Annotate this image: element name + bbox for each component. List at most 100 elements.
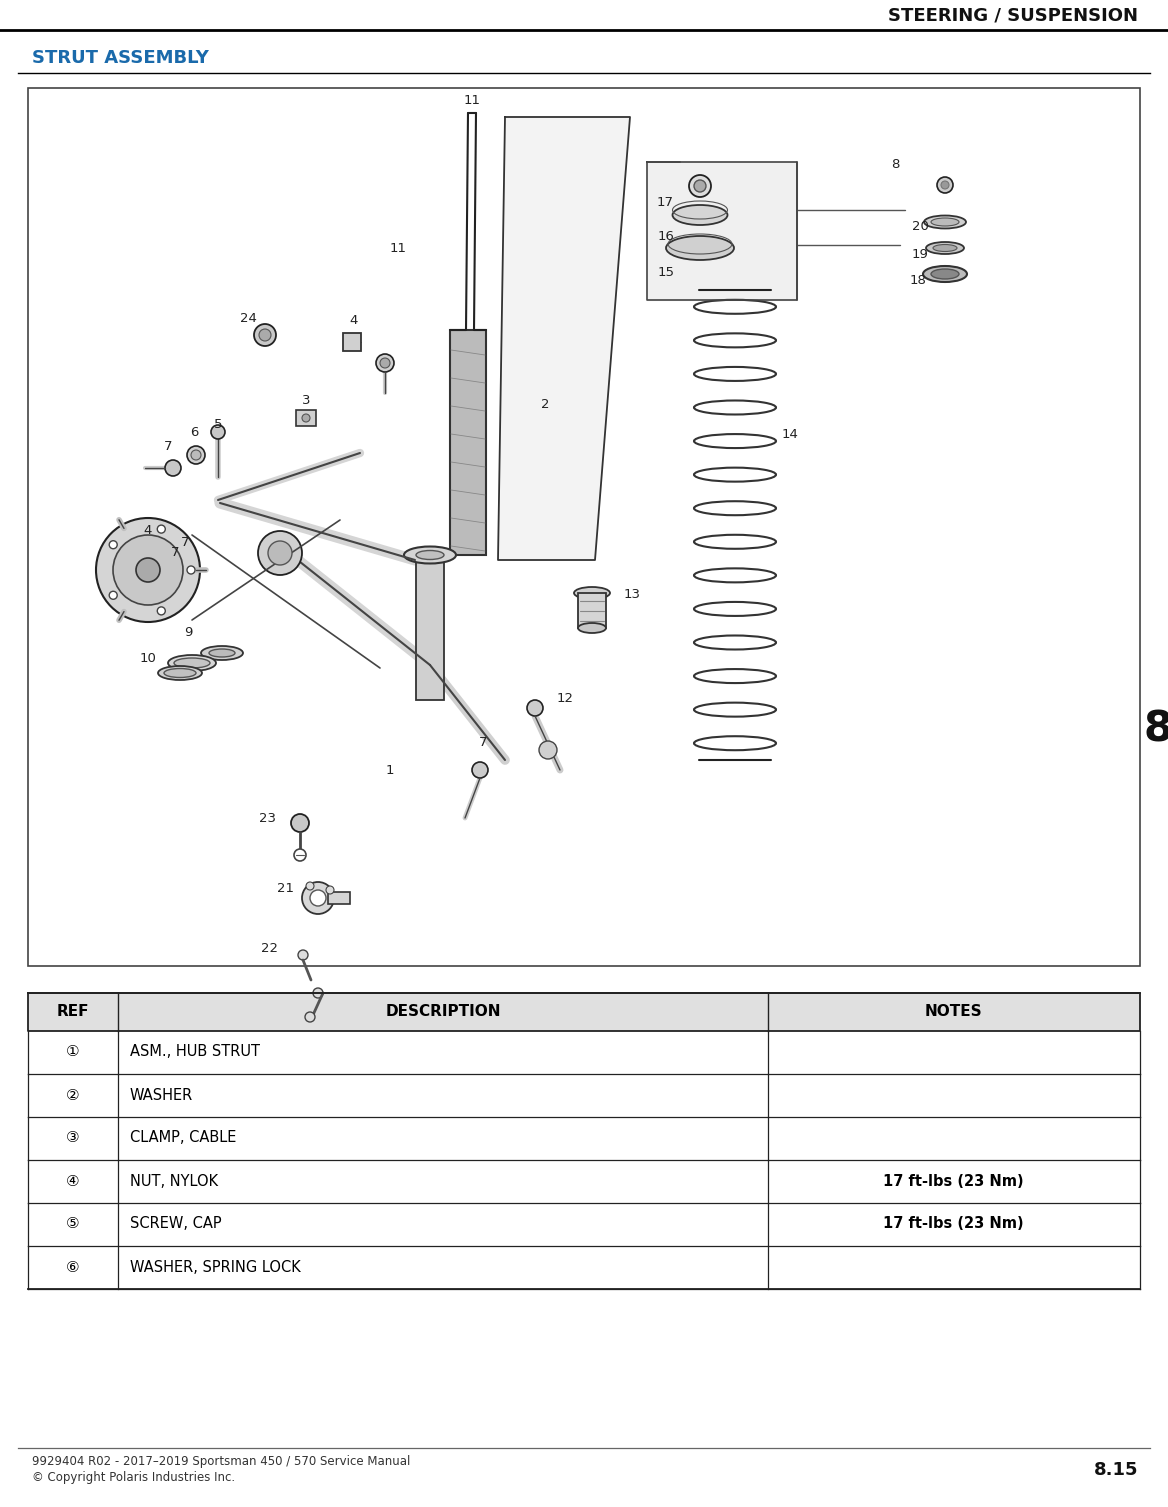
Text: ③: ③ [67,1130,79,1145]
Text: WASHER, SPRING LOCK: WASHER, SPRING LOCK [130,1260,300,1275]
Circle shape [376,354,394,372]
Circle shape [527,699,543,716]
Text: 9929404 R02 - 2017–2019 Sportsman 450 / 570 Service Manual: 9929404 R02 - 2017–2019 Sportsman 450 / … [32,1456,410,1468]
Text: STEERING / SUSPENSION: STEERING / SUSPENSION [888,6,1138,24]
Bar [296,410,317,426]
Text: 13: 13 [624,589,640,601]
Text: 5: 5 [214,419,222,431]
Text: 23: 23 [259,811,277,824]
Polygon shape [647,161,797,300]
Ellipse shape [174,659,210,668]
Text: NUT, NYLOK: NUT, NYLOK [130,1174,218,1189]
Circle shape [187,446,206,464]
Text: 10: 10 [139,651,157,665]
Circle shape [303,882,334,915]
Text: 7: 7 [171,546,179,559]
Circle shape [187,567,195,574]
Bar [28,87,1140,966]
Text: 19: 19 [911,247,929,261]
Text: © Copyright Polaris Industries Inc.: © Copyright Polaris Industries Inc. [32,1471,235,1483]
Circle shape [158,607,166,615]
Circle shape [298,949,308,960]
Text: ASM., HUB STRUT: ASM., HUB STRUT [130,1044,260,1059]
Bar [578,592,606,628]
Bar [343,333,361,351]
Ellipse shape [578,622,606,633]
Circle shape [313,989,324,998]
Ellipse shape [573,588,610,598]
Text: 4: 4 [349,313,359,327]
Text: 17 ft-lbs (23 Nm): 17 ft-lbs (23 Nm) [883,1174,1023,1189]
Text: 3: 3 [301,393,311,407]
Text: STRUT ASSEMBLY: STRUT ASSEMBLY [32,50,209,66]
Text: 21: 21 [278,882,294,895]
Text: WASHER: WASHER [130,1088,193,1103]
Circle shape [113,535,183,604]
Ellipse shape [926,243,964,255]
Circle shape [96,518,200,622]
Circle shape [110,591,117,600]
Bar [450,330,486,555]
Text: 9: 9 [183,625,193,639]
Text: ①: ① [67,1044,79,1059]
Circle shape [291,814,310,832]
Bar [28,1246,1140,1288]
Circle shape [253,324,276,347]
Bar [28,1160,1140,1203]
Circle shape [258,530,303,576]
Ellipse shape [673,205,728,225]
Ellipse shape [924,216,966,229]
Circle shape [294,848,306,860]
Bar [416,555,444,699]
Text: 20: 20 [911,220,929,232]
Text: CLAMP, CABLE: CLAMP, CABLE [130,1130,236,1145]
Circle shape [472,763,488,778]
Ellipse shape [404,547,456,564]
Circle shape [941,181,948,188]
Ellipse shape [931,270,959,279]
Bar [28,1074,1140,1117]
Ellipse shape [209,650,235,657]
Text: ⑤: ⑤ [67,1216,79,1231]
Text: 8.15: 8.15 [1093,1460,1138,1478]
Circle shape [326,886,334,894]
Text: 2: 2 [541,398,549,411]
Text: 7: 7 [181,536,189,550]
Circle shape [267,541,292,565]
Text: 4: 4 [144,523,152,536]
Circle shape [303,414,310,422]
Circle shape [259,329,271,341]
Text: NOTES: NOTES [924,1005,982,1020]
Bar [28,1031,1140,1074]
Circle shape [192,451,201,460]
Text: 16: 16 [658,231,674,244]
Circle shape [158,524,166,533]
Text: 22: 22 [262,942,278,954]
Text: 8: 8 [1143,708,1168,750]
Text: ⑥: ⑥ [67,1260,79,1275]
Text: SCREW, CAP: SCREW, CAP [130,1216,222,1231]
Text: 14: 14 [781,428,799,442]
Text: REF: REF [57,1005,89,1020]
Text: 11: 11 [464,93,480,107]
Bar [328,892,350,904]
Ellipse shape [164,669,196,678]
Text: 18: 18 [910,273,926,286]
Text: 1: 1 [385,764,395,776]
Text: 17 ft-lbs (23 Nm): 17 ft-lbs (23 Nm) [883,1216,1023,1231]
Text: ②: ② [67,1088,79,1103]
Ellipse shape [666,237,734,261]
Ellipse shape [158,666,202,680]
Text: 17: 17 [656,196,674,208]
Polygon shape [498,118,630,561]
Circle shape [165,460,181,476]
Ellipse shape [168,656,216,671]
Bar [28,993,1140,1031]
Circle shape [689,175,711,197]
Ellipse shape [923,267,967,282]
Circle shape [380,359,390,368]
Text: 15: 15 [658,265,674,279]
Text: 12: 12 [556,692,573,704]
Text: 7: 7 [164,440,172,454]
Text: 11: 11 [389,241,406,255]
